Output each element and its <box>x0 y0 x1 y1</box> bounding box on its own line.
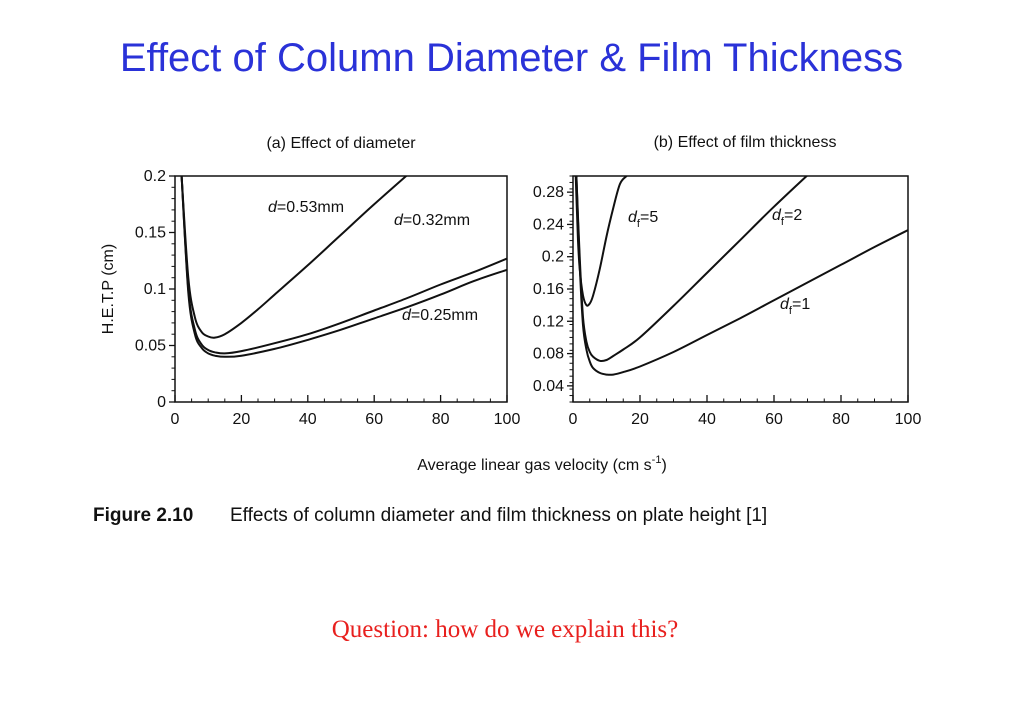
chart-a-series-line-1 <box>180 176 507 355</box>
chart-b-series <box>574 176 908 376</box>
chart-a-xtick-label: 40 <box>299 411 317 428</box>
series-label-d032-var: d <box>394 212 404 229</box>
series-label-df2-var: d <box>772 207 782 224</box>
chart-a-ytick-label: 0.15 <box>135 225 166 242</box>
series-label-df5: df=5 <box>628 209 658 230</box>
chart-b-ytick-label: 0.28 <box>533 184 564 201</box>
chart-b-xtick-label: 60 <box>765 411 783 428</box>
series-label-d053: d=0.53mm <box>268 199 344 216</box>
series-label-df1: df=1 <box>780 296 810 317</box>
series-label-d032: d=0.32mm <box>394 212 470 229</box>
x-axis-label-tail: ) <box>661 457 666 474</box>
chart-b-series-line-2 <box>575 176 908 376</box>
chart-a-xtick-label: 100 <box>494 411 521 428</box>
series-label-df5-var: d <box>628 209 638 226</box>
chart-b-ytick-label: 0.08 <box>533 346 564 363</box>
series-label-df1-value: =1 <box>792 296 810 313</box>
figure-number: Figure 2.10 <box>93 505 193 526</box>
series-label-df1-var: d <box>780 296 790 313</box>
series-label-df2-value: =2 <box>784 207 802 224</box>
chart-a-title: (a) Effect of diameter <box>266 135 416 152</box>
chart-b-frame <box>572 175 909 403</box>
chart-b-ytick-label: 0.04 <box>533 378 564 395</box>
chart-a-series <box>180 176 507 358</box>
chart-a-ytick-label: 0.1 <box>144 281 166 298</box>
slide-title: Effect of Column Diameter & Film Thickne… <box>119 36 904 80</box>
chart-b-ytick-label: 0.24 <box>533 216 564 233</box>
chart-b-xtick-label: 80 <box>832 411 850 428</box>
series-label-df1-sub: f <box>789 305 793 317</box>
chart-a-ytick-label: 0.05 <box>135 338 166 355</box>
series-label-d025-value: =0.25mm <box>411 307 478 324</box>
chart-b-series-line-0 <box>574 176 628 307</box>
chart-a-xtick-label: 20 <box>233 411 251 428</box>
chart-b-ytick-label: 0.16 <box>533 281 564 298</box>
chart-b-xtick-label: 40 <box>698 411 716 428</box>
chart-a-axes: 0 20 40 60 80 100 0 0.05 0.1 0.15 0.2 <box>135 168 521 428</box>
series-label-d053-value: =0.53mm <box>277 199 344 216</box>
chart-a-series-line-0 <box>180 176 408 339</box>
series-label-d053-var: d <box>268 199 278 216</box>
series-label-df2: df=2 <box>772 207 802 228</box>
question-text: Question: how do we explain this? <box>331 616 679 643</box>
chart-b-title: (b) Effect of film thickness <box>654 134 837 151</box>
chart-b-ytick-label: 0.2 <box>542 249 564 266</box>
series-label-df2-sub: f <box>781 216 785 228</box>
chart-b-xtick-label: 20 <box>631 411 649 428</box>
chart-a-series-line-2 <box>180 176 507 358</box>
chart-a-xtick-label: 60 <box>365 411 383 428</box>
chart-a-xtick-label: 0 <box>171 411 180 428</box>
series-label-df5-value: =5 <box>640 209 658 226</box>
x-axis-label: Average linear gas velocity (cm s-1) <box>417 454 667 474</box>
chart-b-series-line-1 <box>575 176 809 363</box>
series-label-d025-var: d <box>402 307 412 324</box>
chart-a-ylabel: H.E.T.P (cm) <box>100 244 117 334</box>
figure-caption: Effects of column diameter and film thic… <box>230 505 767 526</box>
series-label-d025: d=0.25mm <box>402 307 478 324</box>
chart-a-ytick-label: 0 <box>157 394 166 411</box>
x-axis-label-sup: -1 <box>652 454 662 466</box>
series-label-d032-value: =0.32mm <box>403 212 470 229</box>
x-axis-label-main: Average linear gas velocity (cm s <box>417 457 651 474</box>
chart-b-xtick-label: 100 <box>895 411 922 428</box>
chart-b-ytick-label: 0.12 <box>533 313 564 330</box>
chart-b-xtick-label: 0 <box>569 411 578 428</box>
series-label-df5-sub: f <box>637 218 641 230</box>
chart-a-xtick-label: 80 <box>432 411 450 428</box>
chart-b-axes: 0 20 40 60 80 100 0.04 0.08 0.12 0.16 0.2 0.24 0.28 <box>533 175 922 428</box>
chart-a-ytick-label: 0.2 <box>144 168 166 185</box>
